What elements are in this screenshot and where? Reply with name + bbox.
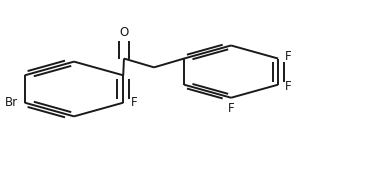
Text: F: F [285,80,291,93]
Text: F: F [285,50,291,63]
Text: Br: Br [5,96,18,109]
Text: F: F [131,96,138,109]
Text: F: F [228,102,234,115]
Text: O: O [119,27,128,40]
